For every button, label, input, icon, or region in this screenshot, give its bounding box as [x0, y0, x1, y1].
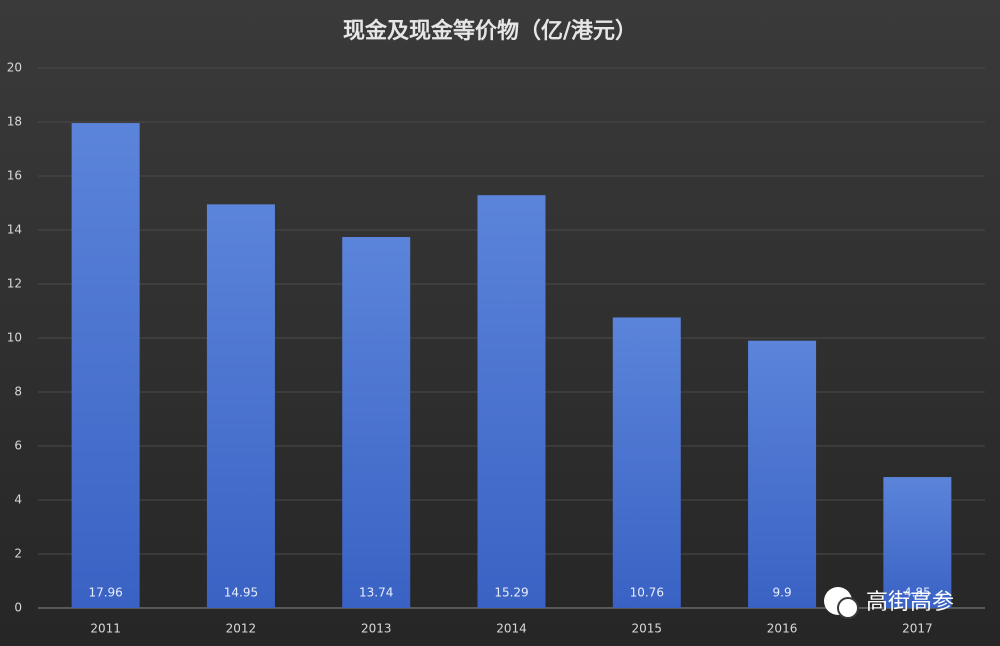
data-label: 14.95	[224, 586, 258, 600]
x-tick-label: 2011	[90, 622, 121, 636]
x-tick-label: 2012	[226, 622, 257, 636]
watermark-icon	[837, 597, 859, 619]
bar	[883, 477, 952, 608]
x-tick-label: 2014	[496, 622, 527, 636]
bar	[342, 237, 411, 608]
y-tick-label: 0	[14, 601, 22, 615]
y-tick-label: 8	[14, 385, 22, 399]
chart-title: 现金及现金等价物（亿/港元）	[343, 18, 637, 44]
y-tick-label: 2	[14, 547, 22, 561]
data-label: 10.76	[630, 586, 664, 600]
bar	[612, 317, 681, 608]
data-label: 9.9	[773, 586, 792, 600]
x-tick-label: 2016	[767, 622, 798, 636]
y-tick-label: 10	[7, 331, 22, 345]
x-tick-label: 2017	[902, 622, 933, 636]
y-tick-label: 20	[7, 61, 22, 75]
y-tick-label: 4	[14, 493, 22, 507]
y-tick-label: 6	[14, 439, 22, 453]
data-label: 15.29	[494, 586, 528, 600]
data-label: 4.85	[904, 586, 931, 600]
y-tick-label: 18	[7, 115, 22, 129]
bar	[71, 123, 140, 608]
bar	[748, 340, 817, 608]
watermark-text: 高街高参	[866, 590, 954, 615]
watermark: 高街高参	[824, 587, 954, 619]
x-tick-label: 2013	[361, 622, 392, 636]
y-tick-label: 12	[7, 277, 22, 291]
data-label: 13.74	[359, 586, 393, 600]
bar	[477, 195, 546, 609]
y-tick-label: 14	[7, 223, 22, 237]
x-tick-label: 2015	[632, 622, 663, 636]
data-label: 17.96	[88, 586, 122, 600]
plot: 0 2 4 6 8 10 12 14 16 18 20 2011 17.96 2012 14.95 2013 1…	[7, 61, 985, 636]
y-tick-label: 16	[7, 169, 22, 183]
bar	[206, 204, 275, 608]
